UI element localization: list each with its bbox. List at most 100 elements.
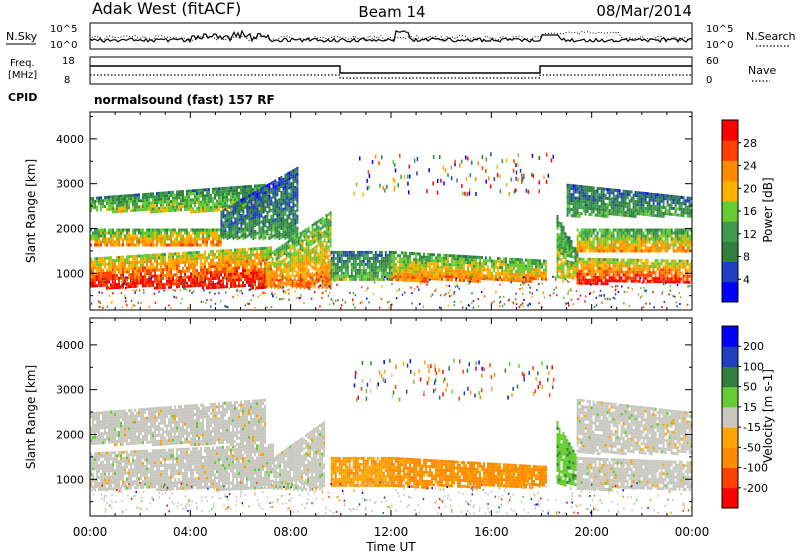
power-colorbar-tick-label: 24 <box>743 160 757 173</box>
velocity-echo-region <box>576 398 693 456</box>
velocity-colorbar-tick-label: -15 <box>743 421 761 434</box>
velocity-colorbar-swatch <box>722 326 738 347</box>
x-tick-label: 08:00 <box>273 525 308 539</box>
velocity-colorbar-swatch <box>722 346 738 367</box>
velocity-colorbar-swatch <box>722 427 738 448</box>
velocity-echo-region <box>576 456 693 492</box>
nave-tick-low: 0 <box>706 75 712 86</box>
velocity-y-tick-label: 4000 <box>56 339 84 352</box>
power-colorbar-tick-label: 12 <box>743 228 757 241</box>
power-colorbar-label: Power [dB] <box>761 177 775 242</box>
nave-label: Nave <box>748 64 776 77</box>
freq-label: Freq. <box>10 58 35 69</box>
power-noise-speckles <box>90 152 692 309</box>
velocity-data-layer <box>90 358 694 515</box>
velocity-ylabel: Slant Range [km] <box>24 365 38 469</box>
nsky-label: N.Sky <box>6 30 38 43</box>
velocity-colorbar-tick-label: 15 <box>743 401 757 414</box>
power-echo-region <box>566 183 693 218</box>
power-y-tick-label: 2000 <box>56 222 84 235</box>
power-colorbar-swatch <box>722 140 738 161</box>
power-colorbar-tick-label: 4 <box>743 273 750 286</box>
x-tick-labels: 00:00 04:00 08:00 12:00 16:00 20:00 00:00 <box>73 525 710 539</box>
power-echo-region <box>391 251 547 283</box>
power-colorbar-tick-label: 16 <box>743 205 757 218</box>
velocity-colorbar-label: Velocity [m s-1] <box>761 369 775 463</box>
nsearch-tick-low: 10^0 <box>706 40 733 51</box>
freq-unit-label: [MHz] <box>8 70 37 81</box>
power-y-tick-label: 3000 <box>56 178 84 191</box>
velocity-echo-region <box>391 456 547 489</box>
nsky-tick-low: 10^0 <box>50 40 77 51</box>
velocity-colorbar-tick-label: -50 <box>743 441 761 454</box>
nsky-tick-high: 10^5 <box>50 24 77 35</box>
power-echo-region <box>265 211 332 290</box>
power-echo-region <box>220 166 299 241</box>
nave-tick-high: 60 <box>706 56 719 67</box>
power-echo-region <box>330 250 393 281</box>
nsky-trace <box>89 29 693 44</box>
velocity-colorbar-tick-label: 100 <box>743 360 764 373</box>
velocity-colorbar-tick-label: -100 <box>743 462 768 475</box>
power-colorbar-swatch <box>722 120 738 141</box>
power-colorbar-swatch <box>722 200 738 222</box>
nave-trace <box>90 74 692 79</box>
x-tick-label: 04:00 <box>173 525 208 539</box>
x-axis-label: Time UT <box>365 540 416 554</box>
nsearch-trace <box>89 30 691 42</box>
velocity-colorbar-tick-label: -200 <box>743 482 768 495</box>
power-axes: 1000 2000 3000 4000 <box>56 112 693 310</box>
cpid-label: CPID <box>8 91 37 104</box>
power-data-layer <box>90 152 693 309</box>
power-y-tick-label: 1000 <box>56 267 84 280</box>
power-echo-region <box>576 228 693 253</box>
velocity-colorbar-swatch <box>722 386 738 408</box>
velocity-noise-speckles <box>91 358 694 515</box>
power-echo-region <box>90 228 222 247</box>
power-y-tick-label: 4000 <box>56 133 84 146</box>
power-colorbar-swatch <box>722 281 738 303</box>
x-tick-label: 00:00 <box>675 525 710 539</box>
velocity-echo-region <box>330 456 393 487</box>
power-ylabel: Slant Range [km] <box>24 159 38 263</box>
velocity-colorbar-swatch <box>722 467 738 489</box>
velocity-y-tick-label: 2000 <box>56 428 84 441</box>
nsky-panel-frame <box>89 22 693 50</box>
freq-tick-low: 8 <box>64 75 70 86</box>
x-tick-label: 00:00 <box>73 525 108 539</box>
velocity-echo-region <box>556 421 579 487</box>
velocity-echo-region <box>90 443 274 492</box>
power-colorbar-swatch <box>722 160 738 182</box>
velocity-colorbar-swatch <box>722 487 738 509</box>
x-tick-label: 20:00 <box>574 525 609 539</box>
nsearch-tick-high: 10^5 <box>706 24 733 35</box>
station-title: Adak West (fitACF) <box>92 0 241 18</box>
power-colorbar-swatch <box>722 261 738 283</box>
x-tick-label: 12:00 <box>374 525 409 539</box>
power-echo-region <box>90 246 272 290</box>
freq-tick-high: 18 <box>62 56 75 67</box>
freq-trace <box>90 65 692 74</box>
power-echo-region <box>556 215 579 281</box>
freq-panel-frame <box>89 56 693 85</box>
nsearch-label: N.Search <box>746 30 796 43</box>
x-tick-label: 16:00 <box>474 525 509 539</box>
beam-title: Beam 14 <box>358 3 425 21</box>
velocity-colorbar-swatch <box>722 447 738 469</box>
power-colorbar-tick-label: 8 <box>743 251 750 264</box>
velocity-echo-region <box>90 398 266 447</box>
power-echo-region <box>576 257 693 286</box>
power-colorbar: 28 24 20 16 12 8 4 <box>721 119 757 303</box>
velocity-colorbar: 200 100 50 15 -15 -50 -100 -200 <box>721 325 768 509</box>
cpid-text: normalsound (fast) 157 RF <box>94 93 275 107</box>
velocity-colorbar-tick-label: 200 <box>743 340 764 353</box>
power-colorbar-swatch <box>722 180 738 202</box>
velocity-y-tick-label: 3000 <box>56 384 84 397</box>
power-colorbar-tick-label: 20 <box>743 182 757 195</box>
velocity-y-tick-label: 1000 <box>56 473 84 486</box>
power-colorbar-tick-label: 28 <box>743 137 757 150</box>
velocity-echo-region <box>273 421 326 492</box>
power-colorbar-swatch <box>722 241 738 263</box>
velocity-colorbar-tick-label: 50 <box>743 381 757 394</box>
